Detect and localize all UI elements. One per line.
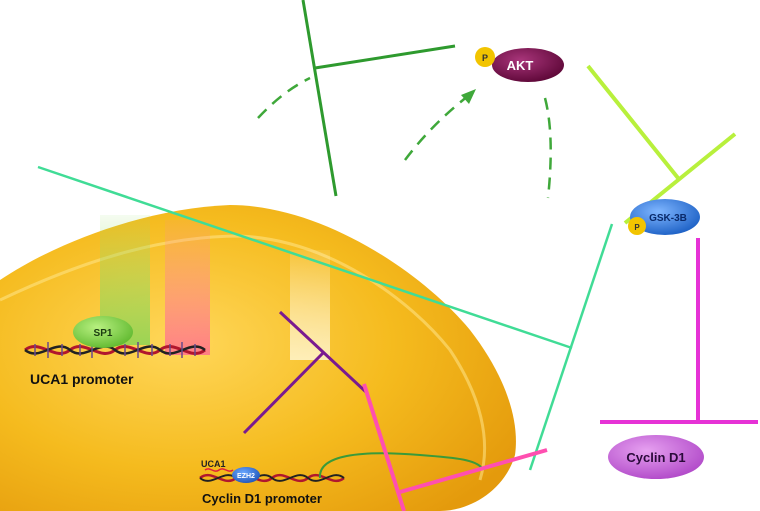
cyclin-d1-dna-helix	[199, 473, 345, 483]
uca1-label: UCA1	[201, 459, 226, 469]
teal-long-line	[37, 165, 573, 350]
dashed-arc-right	[543, 97, 552, 199]
sp1-protein	[73, 316, 133, 348]
beam-pink	[165, 220, 210, 355]
cyclin-d1-label: Cyclin D1	[626, 450, 685, 465]
cyclin-d1-protein	[608, 435, 704, 479]
akt-phospho-badge	[475, 47, 495, 67]
gsk3b-label: GSK-3B	[649, 213, 687, 224]
purple-line-bar	[242, 350, 326, 435]
akt-protein	[492, 48, 564, 82]
sp1-label: SP1	[94, 328, 113, 339]
akt-phospho-label: P	[482, 53, 488, 63]
lime-line-from-akt	[586, 64, 680, 180]
gsk3b-protein	[630, 199, 700, 235]
uca1-dna-helix	[24, 342, 206, 358]
dark-green-line-vertical	[301, 0, 338, 197]
gsk3b-phospho-label: P	[634, 223, 640, 232]
pink-line-bar	[399, 448, 548, 494]
dark-green-line-to-akt	[314, 44, 456, 70]
uca1-rna-squiggle	[204, 468, 234, 472]
gsk3b-phospho-badge	[628, 217, 646, 235]
ezh2-protein	[232, 467, 260, 483]
beam-white	[290, 250, 330, 360]
uca1-promoter-label: UCA1 promoter	[30, 371, 134, 387]
green-curve-connector	[318, 452, 483, 479]
teal-line-to-gsk	[528, 223, 614, 471]
akt-label: AKT	[507, 58, 534, 73]
dashed-arc-left	[257, 76, 311, 119]
cyclin-d1-promoter-label: Cyclin D1 promoter	[202, 491, 322, 506]
nucleus	[0, 205, 516, 511]
dashed-arrowhead	[461, 89, 476, 104]
pink-line-vertical	[362, 383, 406, 511]
ezh2-label: EZH2	[237, 473, 255, 480]
dashed-arrow-to-akt	[404, 95, 469, 161]
